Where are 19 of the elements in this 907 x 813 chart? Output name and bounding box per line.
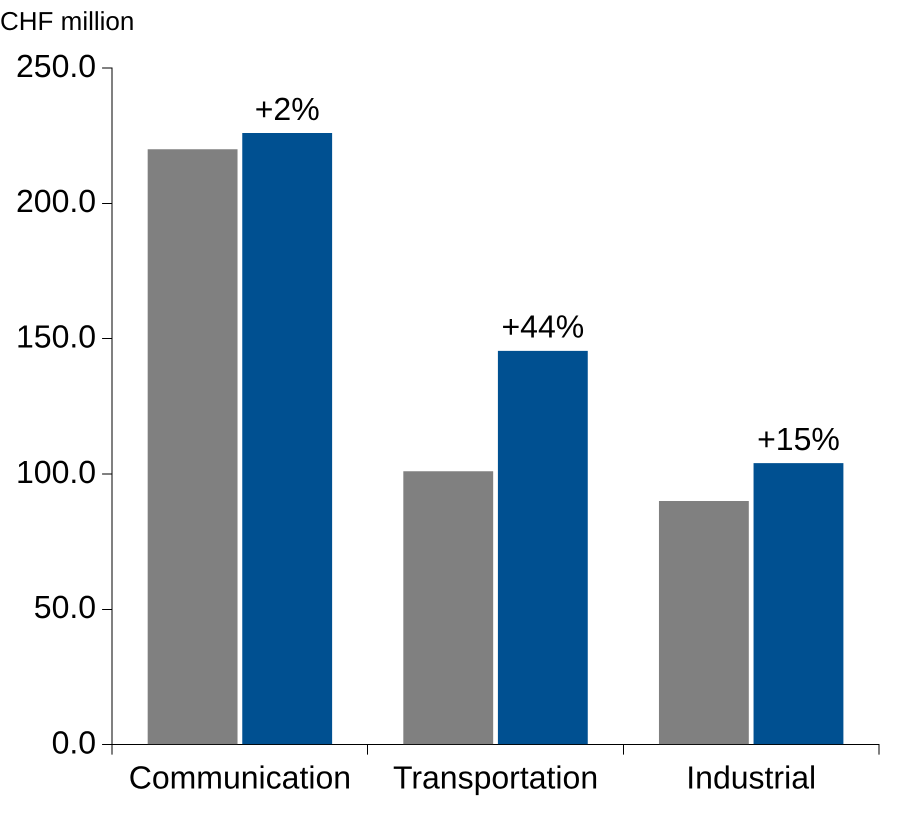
bar [403, 471, 494, 744]
y-tick-label: 50.0 [34, 589, 96, 626]
bar [148, 149, 238, 744]
y-tick-label: 150.0 [16, 318, 96, 354]
x-tick-label: Industrial [686, 760, 816, 796]
y-tick-label: 100.0 [16, 454, 96, 490]
bar [242, 132, 332, 744]
bar [754, 463, 844, 744]
bar [658, 501, 749, 744]
annotation: +2% [254, 90, 320, 127]
y-tick-label: 250.0 [16, 48, 96, 84]
y-tick-label: 200.0 [16, 183, 96, 220]
x-tick-label: Communication [128, 760, 352, 796]
annotation: +44% [501, 308, 584, 345]
annotation: +15% [757, 420, 840, 457]
y-tick-label: 0.0 [52, 724, 96, 760]
bar [498, 350, 588, 744]
y-axis-title: CHF million [0, 6, 134, 37]
x-tick-label: Transportation [392, 760, 598, 796]
